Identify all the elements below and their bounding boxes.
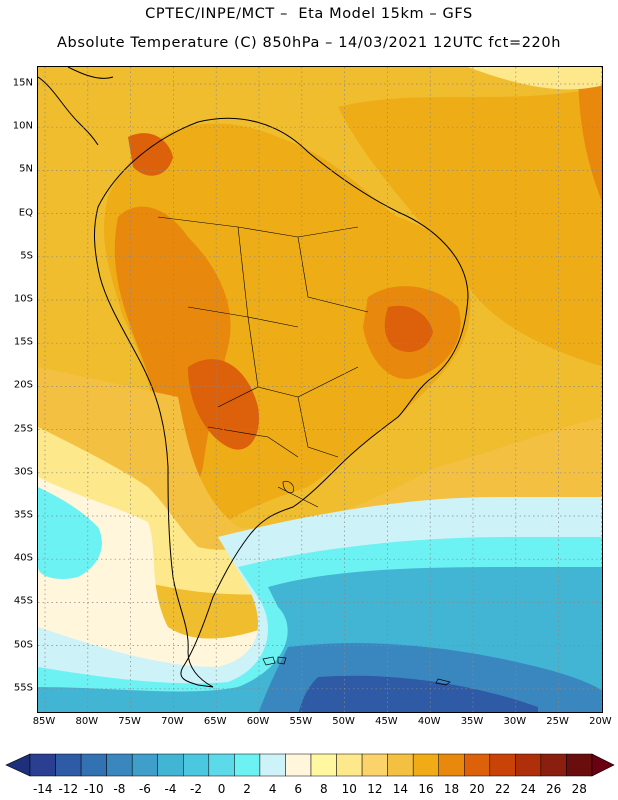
lat-label: 55S bbox=[13, 682, 33, 694]
lat-label: 15S bbox=[13, 336, 33, 348]
colorbar-label: 10 bbox=[341, 782, 357, 796]
lat-label: 45S bbox=[13, 595, 33, 607]
lon-label: 60W bbox=[246, 716, 270, 727]
field-brazil-east-core bbox=[384, 305, 433, 352]
colorbar-label: 26 bbox=[546, 782, 562, 796]
colorbar-swatch bbox=[336, 753, 363, 777]
lon-label: 30W bbox=[503, 716, 527, 727]
lat-label: 15N bbox=[12, 77, 33, 89]
colorbar-swatch bbox=[234, 753, 261, 777]
colorbar-label: -2 bbox=[190, 782, 203, 796]
lon-label: 20W bbox=[589, 716, 612, 727]
lat-label: 50S bbox=[13, 639, 33, 651]
colorbar-swatch bbox=[464, 753, 491, 777]
lon-label: 70W bbox=[161, 716, 184, 727]
colorbar-swatch bbox=[55, 753, 82, 777]
colorbar-label: -4 bbox=[164, 782, 177, 796]
lat-label: 20S bbox=[13, 379, 33, 391]
colorbar-swatch bbox=[259, 753, 286, 777]
colorbar-swatch bbox=[131, 753, 158, 777]
field-northwest-hot bbox=[128, 133, 173, 176]
colorbar-swatch bbox=[310, 753, 337, 777]
field-band-north bbox=[338, 87, 602, 367]
lon-label: 55W bbox=[289, 716, 313, 727]
colorbar-swatch bbox=[208, 753, 235, 777]
map-subtitle: Absolute Temperature (C) 850hPa – 14/03/… bbox=[57, 35, 561, 51]
colorbar-swatch bbox=[566, 753, 593, 777]
coastline-south-america bbox=[93, 117, 469, 688]
colorbar-swatch bbox=[29, 753, 56, 777]
lat-label: 40S bbox=[13, 552, 33, 564]
lat-label: EQ bbox=[18, 207, 33, 219]
colorbar-label: 16 bbox=[418, 782, 434, 796]
lon-label: 85W bbox=[32, 716, 56, 727]
lon-label: 75W bbox=[118, 716, 141, 727]
colorbar-swatch bbox=[412, 753, 439, 777]
lat-label: 35S bbox=[13, 509, 33, 521]
map-title: CPTEC/INPE/MCT – Eta Model 15km – GFS bbox=[145, 6, 473, 22]
colorbar-label: 2 bbox=[243, 782, 251, 796]
field-band-top bbox=[468, 67, 602, 90]
field-band-northeast bbox=[578, 67, 602, 202]
colorbar-left-arrow bbox=[5, 753, 31, 777]
lat-label: 10S bbox=[13, 293, 33, 305]
coastline-caribbean bbox=[67, 67, 114, 79]
colorbar-swatch bbox=[106, 753, 133, 777]
colorbar-label: 24 bbox=[520, 782, 536, 796]
colorbar-label: 20 bbox=[469, 782, 485, 796]
colorbar-label: 4 bbox=[268, 782, 277, 796]
lon-label: 50W bbox=[332, 716, 355, 727]
lon-label: 40W bbox=[417, 716, 441, 727]
lon-label: 35W bbox=[460, 716, 484, 727]
coastline-central-america bbox=[38, 76, 99, 146]
lon-label: 45W bbox=[375, 716, 398, 727]
lat-label: 5S bbox=[20, 250, 33, 262]
colorbar-right-arrow bbox=[591, 753, 615, 777]
colorbar bbox=[5, 753, 615, 777]
colorbar-label: -8 bbox=[113, 782, 126, 796]
colorbar-label: 18 bbox=[443, 782, 460, 796]
colorbar-label: -14 bbox=[32, 782, 53, 796]
colorbar-swatch bbox=[157, 753, 184, 777]
colorbar-label: 12 bbox=[367, 782, 383, 796]
colorbar-label: -10 bbox=[84, 782, 104, 796]
islands-falklands bbox=[262, 656, 287, 666]
temperature-map bbox=[37, 66, 603, 713]
lon-label: 25W bbox=[546, 716, 569, 727]
field-cool-navy bbox=[298, 675, 538, 712]
island-south-georgia bbox=[435, 678, 451, 686]
colorbar-swatch bbox=[515, 753, 542, 777]
colorbar-label: -12 bbox=[58, 782, 79, 796]
border-lines bbox=[157, 216, 369, 508]
field-west-cyan bbox=[38, 487, 102, 579]
colorbar-label: 22 bbox=[494, 782, 511, 796]
lon-label: 80W bbox=[75, 716, 99, 727]
lat-label: 30S bbox=[13, 466, 33, 478]
field-andes-hot bbox=[114, 206, 231, 500]
colorbar-swatch bbox=[361, 753, 388, 777]
colorbar-swatch bbox=[438, 753, 465, 777]
colorbar-swatch bbox=[387, 753, 414, 777]
colorbar-swatch bbox=[285, 753, 312, 777]
lagoon bbox=[282, 480, 294, 494]
lon-label: 65W bbox=[203, 716, 227, 727]
lat-label: 25S bbox=[13, 423, 33, 435]
colorbar-label: -6 bbox=[138, 782, 151, 796]
lat-label: 5N bbox=[19, 163, 33, 175]
colorbar-label: 14 bbox=[392, 782, 409, 796]
colorbar-label: 8 bbox=[319, 782, 328, 796]
colorbar-swatch bbox=[489, 753, 516, 777]
colorbar-swatch bbox=[80, 753, 107, 777]
colorbar-label: 28 bbox=[571, 782, 587, 796]
colorbar-swatch bbox=[183, 753, 210, 777]
colorbar-swatch bbox=[540, 753, 567, 777]
lat-label: 10N bbox=[12, 120, 33, 132]
colorbar-label: 0 bbox=[217, 782, 226, 796]
colorbar-label: 6 bbox=[294, 782, 303, 796]
